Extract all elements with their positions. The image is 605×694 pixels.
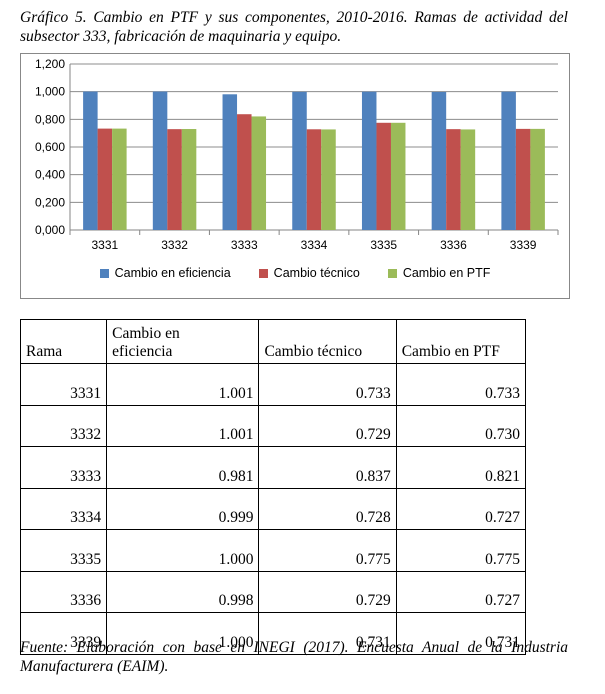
- cell-rama: 3336: [19, 570, 108, 613]
- bar-tecnico: [376, 122, 391, 230]
- legend-swatch: [387, 268, 397, 278]
- cell-ptf: 0.731: [395, 612, 527, 655]
- cell-rama: 3335: [19, 529, 108, 572]
- cell-eficiencia: 1.001: [106, 404, 260, 447]
- header-rama: Rama: [19, 319, 108, 364]
- cell-ptf: 0.730: [395, 404, 527, 447]
- y-tick-label: 0,600: [35, 140, 65, 154]
- cell-eficiencia: 1.000: [106, 612, 260, 655]
- cell-eficiencia: 1.001: [106, 363, 260, 406]
- bar-ptf: [251, 116, 267, 230]
- cell-eficiencia: 1.000: [106, 529, 260, 572]
- bar-tecnico: [306, 129, 322, 230]
- bar-eficiencia: [431, 91, 447, 230]
- table-row: 3331 1.001 0.733 0.733: [19, 363, 527, 406]
- table-row: 3334 0.999 0.728 0.727: [19, 487, 527, 530]
- cell-tecnico: 0.733: [258, 363, 397, 406]
- bar-tecnico: [97, 128, 113, 230]
- x-tick-label: 3332: [161, 238, 188, 252]
- y-tick-label: 0,800: [35, 112, 65, 126]
- cell-rama: 3333: [19, 446, 108, 489]
- cell-ptf: 0.727: [395, 487, 527, 530]
- legend-item: Cambio en eficiencia: [99, 266, 231, 280]
- bar-tecnico: [515, 128, 531, 230]
- cell-ptf: 0.821: [395, 446, 527, 489]
- bar-eficiencia: [501, 91, 516, 230]
- table-row: 3339 1.000 0.731 0.731: [19, 612, 527, 655]
- cell-tecnico: 0.728: [258, 487, 397, 530]
- table-header-row: Rama Cambio en eficiencia Cambio técnico …: [19, 319, 527, 364]
- legend-label: Cambio técnico: [273, 266, 360, 280]
- bar-ptf: [112, 128, 127, 230]
- source-note: Fuente: Elaboración con base en INEGI (2…: [20, 639, 568, 675]
- table-row: 3332 1.001 0.729 0.730: [19, 404, 527, 447]
- header-ptf: Cambio en PTF: [395, 319, 527, 364]
- y-tick-label: 0,400: [35, 168, 65, 182]
- bar-chart: 0,000 0,200 0,400 0,600 0,800 1,000 1,200 3331 3…: [20, 53, 570, 299]
- y-tick-label: 0,000: [35, 223, 65, 237]
- x-tick-label: 3333: [231, 238, 258, 252]
- y-tick-label: 0,200: [35, 195, 65, 209]
- bar-ptf: [460, 129, 476, 230]
- chart-plot: 0,000 0,200 0,400 0,600 0,800 1,000 1,200 3331 3…: [35, 57, 559, 252]
- cell-tecnico: 0.775: [258, 529, 397, 572]
- x-tick-label: 3339: [510, 238, 537, 252]
- legend-label: Cambio en eficiencia: [114, 266, 231, 280]
- x-tick-label: 3331: [92, 238, 119, 252]
- bar-eficiencia: [83, 91, 98, 230]
- y-tick-label: 1,000: [35, 85, 65, 99]
- table-row: 3333 0.981 0.837 0.821: [19, 446, 527, 489]
- x-tick-label: 3336: [440, 238, 467, 252]
- cell-eficiencia: 0.981: [106, 446, 260, 489]
- header-tecnico: Cambio técnico: [258, 319, 397, 364]
- bar-ptf: [390, 122, 406, 230]
- cell-tecnico: 0.837: [258, 446, 397, 489]
- cell-ptf: 0.775: [395, 529, 527, 572]
- data-table: Rama Cambio en eficiencia Cambio técnico …: [19, 319, 527, 655]
- bar-eficiencia: [292, 91, 307, 231]
- cell-tecnico: 0.729: [258, 570, 397, 613]
- legend-swatch: [99, 268, 109, 278]
- cell-rama: 3331: [19, 363, 108, 406]
- y-tick-label: 1,200: [35, 57, 65, 71]
- bar-tecnico: [167, 129, 182, 230]
- legend-swatch: [258, 268, 268, 278]
- chart-legend: Cambio en eficiencia Cambio técnico Cambio…: [21, 266, 569, 280]
- x-tick-label: 3334: [301, 238, 328, 252]
- bar-eficiencia: [222, 94, 238, 230]
- cell-rama: 3332: [19, 404, 108, 447]
- bar-ptf: [181, 129, 197, 230]
- header-eficiencia: Cambio en eficiencia: [106, 319, 260, 364]
- table-row: 3336 0.998 0.729 0.727: [19, 570, 527, 613]
- bar-eficiencia: [361, 91, 377, 230]
- cell-ptf: 0.727: [395, 570, 527, 613]
- cell-tecnico: 0.729: [258, 404, 397, 447]
- cell-eficiencia: 0.999: [106, 487, 260, 530]
- figure-caption: Gráfico 5. Cambio en PTF y sus component…: [20, 9, 568, 45]
- header-eficiencia-line1: Cambio en: [112, 325, 180, 342]
- legend-item: Cambio en PTF: [387, 266, 491, 280]
- cell-rama: 3334: [19, 487, 108, 530]
- header-eficiencia-line2: eficiencia: [112, 343, 173, 360]
- bar-ptf: [530, 128, 545, 230]
- bar-ptf: [321, 129, 336, 230]
- x-tick-label: 3335: [370, 238, 397, 252]
- cell-eficiencia: 0.998: [106, 570, 260, 613]
- bar-tecnico: [237, 114, 252, 230]
- bar-tecnico: [446, 129, 461, 230]
- table-row: 3335 1.000 0.775 0.775: [19, 529, 527, 572]
- bar-eficiencia: [152, 91, 168, 230]
- legend-item: Cambio técnico: [258, 266, 360, 280]
- legend-label: Cambio en PTF: [402, 266, 491, 280]
- cell-ptf: 0.733: [395, 363, 527, 406]
- cell-tecnico: 0.731: [258, 612, 397, 655]
